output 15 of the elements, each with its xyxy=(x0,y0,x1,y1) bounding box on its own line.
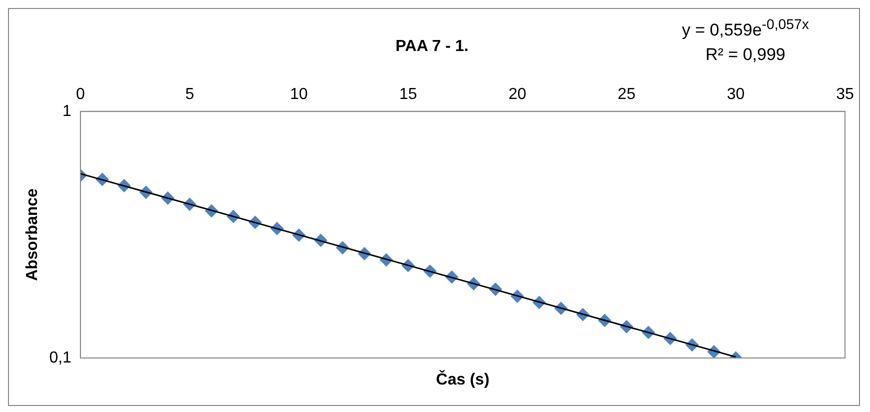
y-tick-label: 0,1 xyxy=(49,349,72,366)
y-tick-label: 1 xyxy=(62,102,72,120)
text: y = 0,559e$^{-0,057x}$ xyxy=(682,16,809,42)
x-tick-label: 5 xyxy=(185,86,194,104)
text: R² = 0,999 xyxy=(704,44,786,66)
x-axis-title: Čas (s) xyxy=(436,369,490,388)
x-tick-label: 10 xyxy=(290,86,308,104)
x-tick-label: 20 xyxy=(508,86,526,104)
chart-title: PAA 7 - 1. xyxy=(396,38,468,56)
x-tick-label: 30 xyxy=(726,86,745,104)
y-axis-title: Absorbance xyxy=(24,188,42,281)
x-tick-label: 0 xyxy=(76,86,85,104)
x-tick-label: 25 xyxy=(618,86,636,104)
x-tick-label: 15 xyxy=(399,86,418,104)
x-tick-label: 35 xyxy=(836,86,854,104)
